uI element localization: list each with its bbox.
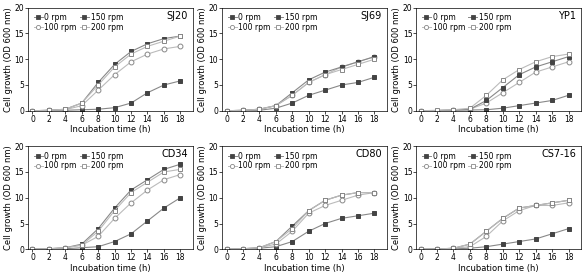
Text: CS7-16: CS7-16 (541, 149, 576, 159)
Legend: 0 rpm, 100 rpm, 150 rpm, 200 rpm: 0 rpm, 100 rpm, 150 rpm, 200 rpm (226, 11, 318, 33)
X-axis label: Incubation time (h): Incubation time (h) (264, 125, 345, 134)
Legend: 0 rpm, 100 rpm, 150 rpm, 200 rpm: 0 rpm, 100 rpm, 150 rpm, 200 rpm (226, 150, 318, 172)
Y-axis label: Cell growth (OD 600 nm): Cell growth (OD 600 nm) (198, 145, 207, 250)
Text: SJ20: SJ20 (166, 11, 188, 21)
Y-axis label: Cell growth (OD 600 nm): Cell growth (OD 600 nm) (4, 145, 13, 250)
X-axis label: Incubation time (h): Incubation time (h) (70, 125, 151, 134)
Legend: 0 rpm, 100 rpm, 150 rpm, 200 rpm: 0 rpm, 100 rpm, 150 rpm, 200 rpm (32, 11, 125, 33)
Text: SJ69: SJ69 (360, 11, 382, 21)
Legend: 0 rpm, 100 rpm, 150 rpm, 200 rpm: 0 rpm, 100 rpm, 150 rpm, 200 rpm (420, 150, 512, 172)
X-axis label: Incubation time (h): Incubation time (h) (70, 264, 151, 273)
Y-axis label: Cell growth (OD 600 nm): Cell growth (OD 600 nm) (4, 7, 13, 112)
Y-axis label: Cell growth (OD 600 nm): Cell growth (OD 600 nm) (393, 145, 401, 250)
X-axis label: Incubation time (h): Incubation time (h) (459, 264, 539, 273)
Y-axis label: Cell growth (OD 600 nm): Cell growth (OD 600 nm) (393, 7, 401, 112)
Text: CD80: CD80 (355, 149, 382, 159)
Text: YP1: YP1 (558, 11, 576, 21)
Legend: 0 rpm, 100 rpm, 150 rpm, 200 rpm: 0 rpm, 100 rpm, 150 rpm, 200 rpm (32, 150, 125, 172)
Y-axis label: Cell growth (OD 600 nm): Cell growth (OD 600 nm) (198, 7, 207, 112)
X-axis label: Incubation time (h): Incubation time (h) (459, 125, 539, 134)
Text: CD34: CD34 (161, 149, 188, 159)
X-axis label: Incubation time (h): Incubation time (h) (264, 264, 345, 273)
Legend: 0 rpm, 100 rpm, 150 rpm, 200 rpm: 0 rpm, 100 rpm, 150 rpm, 200 rpm (420, 11, 512, 33)
